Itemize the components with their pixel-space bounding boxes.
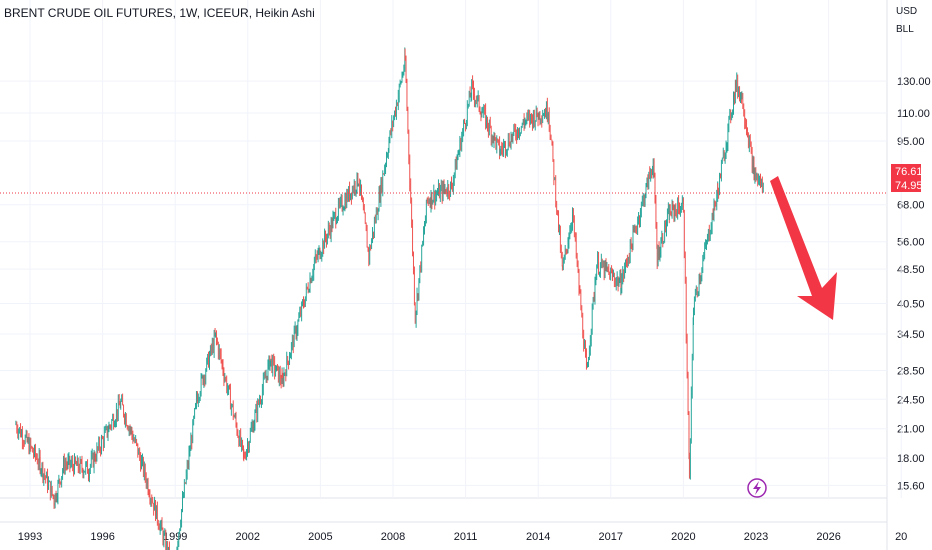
x-tick-label: 2020 (671, 531, 695, 543)
down-arrow-annotation (770, 176, 837, 320)
y-tick-label: 95.00 (897, 136, 925, 148)
prev-price-value: 74.95 (895, 180, 923, 192)
x-tick-label: 20 (895, 531, 907, 543)
y-tick-label: 56.00 (897, 237, 925, 249)
y-tick-label: 28.50 (897, 365, 925, 377)
y-tick-label: 34.50 (897, 329, 925, 341)
candles-group (15, 47, 764, 550)
y-tick-label: 18.00 (897, 453, 925, 465)
chart-title: BRENT CRUDE OIL FUTURES, 1W, ICEEUR, Hei… (4, 6, 315, 20)
y-tick-label: 21.00 (897, 424, 925, 436)
x-tick-label: 2002 (236, 531, 260, 543)
lightning-icon (753, 481, 761, 495)
y-tick-label: 110.00 (897, 108, 930, 120)
x-tick-label: 2008 (381, 531, 405, 543)
y-tick-label: 15.60 (897, 480, 925, 492)
last-price-value: 76.61 (895, 166, 923, 178)
y-tick-label: 130.00 (897, 76, 931, 88)
y-tick-label: 40.50 (897, 298, 925, 310)
x-tick-label: 2005 (308, 531, 332, 543)
y-tick-label: 24.50 (897, 394, 925, 406)
x-tick-label: 2023 (744, 531, 768, 543)
x-tick-label: 2011 (454, 531, 478, 543)
currency-label[interactable]: USD (896, 6, 918, 17)
x-tick-label: 2026 (816, 531, 840, 543)
y-tick-label: 68.00 (897, 200, 925, 212)
x-tick-label: 1999 (163, 531, 187, 543)
y-tick-label: 48.50 (897, 264, 925, 276)
x-tick-label: 2014 (526, 531, 550, 543)
last-price-badge (891, 164, 921, 179)
x-tick-label: 2017 (599, 531, 623, 543)
prev-price-badge (891, 179, 921, 192)
x-tick-label: 1996 (90, 531, 114, 543)
unit-label[interactable]: BLL (896, 24, 914, 35)
x-tick-label: 1993 (18, 531, 42, 543)
